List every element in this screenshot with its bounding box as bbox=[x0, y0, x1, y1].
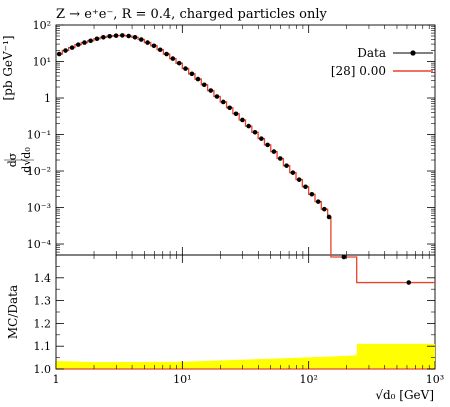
data-point bbox=[107, 34, 112, 39]
legend-data-label: Data bbox=[357, 46, 386, 60]
data-point bbox=[195, 76, 201, 82]
data-points bbox=[56, 33, 412, 285]
data-point bbox=[341, 254, 347, 260]
y-tick-label: 10⁻³ bbox=[27, 202, 51, 215]
data-point bbox=[265, 142, 270, 148]
data-point bbox=[88, 38, 93, 44]
data-point bbox=[126, 33, 131, 39]
data-point bbox=[183, 66, 188, 71]
main-y-unit: [pb GeV⁻¹] bbox=[1, 35, 15, 100]
x-tick-label: 1 bbox=[53, 373, 60, 386]
data-point bbox=[201, 82, 207, 88]
data-point bbox=[138, 37, 144, 42]
svg-text:d√d₀: d√d₀ bbox=[20, 147, 33, 173]
y-tick-label: 10⁻² bbox=[27, 165, 51, 178]
ratio-uncertainty-band bbox=[56, 343, 435, 369]
data-point bbox=[176, 60, 182, 66]
legend: Data [28] 0.00 bbox=[331, 46, 433, 78]
y-tick-label: 10¹ bbox=[33, 56, 51, 69]
data-point bbox=[277, 156, 283, 161]
data-point bbox=[290, 170, 296, 175]
y-tick-label: 10⁻¹ bbox=[27, 129, 51, 142]
ratio-y-tick-label: 1.1 bbox=[34, 340, 52, 353]
data-point bbox=[189, 71, 195, 77]
data-point bbox=[151, 43, 157, 49]
data-point bbox=[120, 33, 125, 38]
axes-ticks: 1 10¹ 10² 10³ 10⁻⁴ 10⁻³ 10⁻² 10⁻¹ 1 10¹ 10² 1.0 1.1 1… bbox=[27, 19, 444, 386]
data-point bbox=[221, 99, 226, 105]
y-tick-label: 10⁻⁴ bbox=[27, 238, 52, 251]
data-point bbox=[214, 94, 220, 99]
data-point bbox=[271, 149, 277, 154]
y-tick-label: 1 bbox=[44, 92, 51, 105]
x-tick-label: 10³ bbox=[426, 373, 444, 386]
x-axis-label: √d₀ [GeV] bbox=[375, 388, 434, 402]
ratio-band bbox=[56, 343, 435, 370]
ratio-y-tick-label: 1.0 bbox=[34, 363, 52, 376]
x-tick-label: 10¹ bbox=[173, 373, 191, 386]
data-point bbox=[75, 42, 81, 47]
ratio-y-tick-label: 1.3 bbox=[34, 295, 52, 308]
data-point bbox=[157, 47, 163, 53]
ratio-y-tick-label: 1.4 bbox=[34, 272, 52, 285]
data-point bbox=[170, 56, 176, 61]
ratio-y-tick-label: 1.2 bbox=[34, 317, 52, 330]
data-point bbox=[208, 88, 214, 93]
data-point bbox=[252, 129, 258, 135]
data-point bbox=[309, 192, 315, 197]
data-point bbox=[303, 184, 308, 190]
data-point bbox=[315, 199, 321, 204]
data-point bbox=[101, 35, 106, 40]
data-point bbox=[145, 40, 150, 45]
data-point bbox=[82, 40, 87, 45]
data-point bbox=[227, 105, 232, 111]
data-point bbox=[94, 36, 100, 42]
y-tick-label: 10² bbox=[33, 19, 51, 32]
data-point bbox=[322, 206, 327, 212]
chart-title: Z → e⁺e⁻, R = 0.4, charged particles onl… bbox=[56, 7, 327, 22]
legend-mc-label: [28] 0.00 bbox=[331, 64, 386, 78]
data-point bbox=[132, 35, 138, 40]
mc-series-line bbox=[56, 34, 435, 284]
data-point bbox=[69, 45, 75, 50]
data-point bbox=[56, 51, 62, 57]
ratio-y-label: MC/Data bbox=[6, 285, 20, 339]
x-tick-label: 10² bbox=[299, 373, 317, 386]
main-y-axis-label: dσ d√d₀ [pb GeV⁻¹] bbox=[1, 35, 34, 173]
data-point bbox=[259, 136, 264, 141]
data-point bbox=[296, 177, 302, 182]
data-point bbox=[63, 48, 68, 53]
data-point bbox=[233, 111, 239, 117]
legend-data-marker bbox=[410, 50, 416, 56]
data-point bbox=[113, 33, 119, 38]
data-point bbox=[164, 51, 169, 57]
data-point bbox=[246, 123, 251, 129]
data-point bbox=[240, 117, 245, 123]
mc-histogram bbox=[56, 34, 435, 284]
data-point bbox=[326, 214, 332, 220]
data-point bbox=[406, 280, 412, 285]
data-point bbox=[284, 163, 289, 168]
